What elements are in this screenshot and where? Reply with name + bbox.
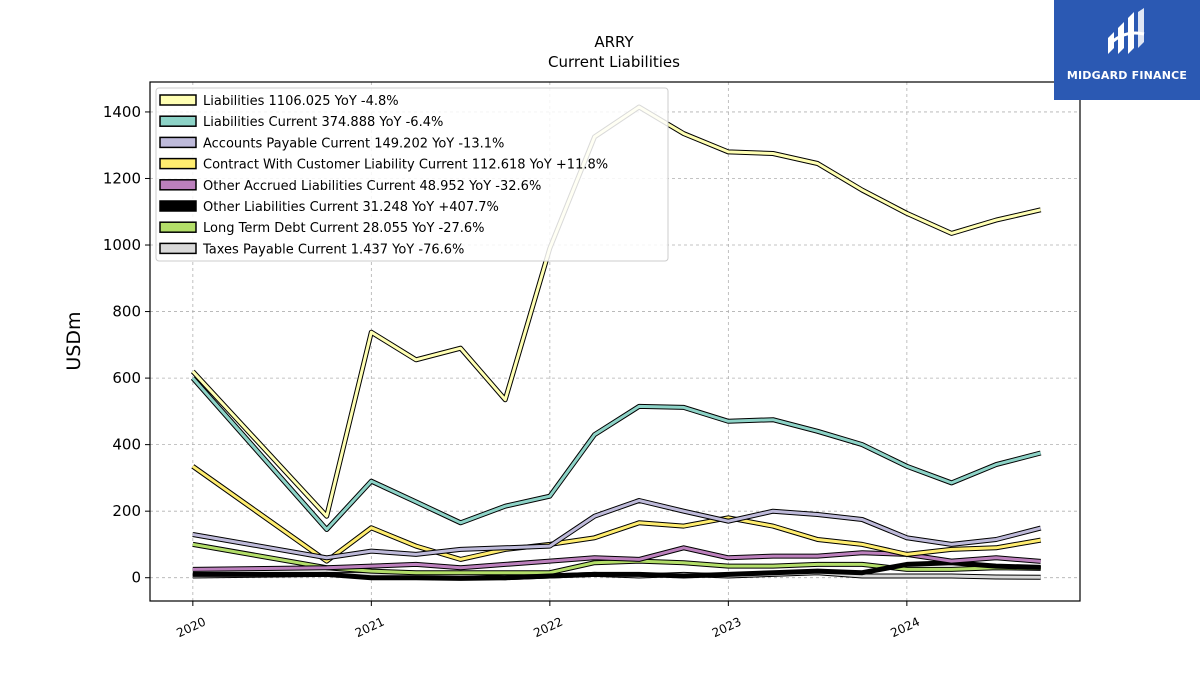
chart-title: ARRY — [594, 33, 634, 51]
x-tick-label: 2020 — [174, 615, 208, 641]
series-group — [190, 104, 1042, 581]
y-tick-label: 1000 — [103, 236, 141, 254]
legend-swatch — [159, 136, 197, 149]
legend-label: Liabilities Current 374.888 YoY -6.4% — [203, 115, 443, 130]
legend-swatch — [159, 115, 197, 127]
x-tick-label: 2023 — [710, 615, 744, 641]
plot-frame — [149, 81, 1081, 602]
legend-label: Accounts Payable Current 149.202 YoY -13… — [203, 136, 504, 151]
legend: Liabilities 1106.025 YoY -4.8% Liabilitie… — [155, 87, 669, 262]
legend-label: Other Accrued Liabilities Current 48.952… — [203, 179, 541, 194]
legend-swatch — [159, 179, 197, 191]
series-line — [192, 560, 1041, 581]
series-stroke — [192, 542, 1041, 575]
legend-swatch — [159, 242, 197, 255]
y-tick-label: 1400 — [103, 103, 141, 121]
legend-swatch — [159, 200, 197, 212]
series-stroke — [191, 465, 1041, 563]
legend-label: Liabilities 1106.025 YoY -4.8% — [203, 94, 399, 109]
y-tick-label: 1200 — [103, 169, 141, 187]
y-tick-label: 600 — [112, 369, 141, 387]
series-line — [192, 541, 1041, 576]
series-line — [190, 376, 1042, 532]
series-outline — [191, 464, 1042, 564]
x-axis: 2020 2021 2022 2023 2024 — [174, 601, 922, 640]
x-tick-label: 2022 — [531, 615, 565, 641]
series-line — [191, 464, 1042, 564]
series-stroke — [192, 561, 1041, 580]
series-stroke — [191, 377, 1042, 531]
legend-label: Long Term Debt Current 28.055 YoY -27.6% — [203, 221, 485, 236]
series-line — [192, 498, 1042, 561]
legend-label: Other Liabilities Current 31.248 YoY +40… — [203, 200, 499, 215]
x-tick-label: 2024 — [888, 615, 922, 641]
y-tick-label: 400 — [112, 436, 141, 454]
legend-box — [155, 87, 669, 262]
y-tick-label: 200 — [112, 502, 141, 520]
series-stroke — [192, 499, 1042, 560]
legend-swatch — [159, 221, 197, 233]
chart-subtitle: Current Liabilities — [548, 53, 680, 71]
y-axis-label: USDm — [63, 311, 85, 370]
legend-label: Taxes Payable Current 1.437 YoY -76.6% — [202, 242, 464, 257]
y-tick-label: 0 — [131, 569, 141, 587]
legend-swatch — [159, 94, 197, 106]
brand-logo: MIDGARD FINANCE — [1054, 0, 1200, 100]
brand-logo-mark — [1108, 8, 1145, 54]
y-tick-label: 800 — [112, 303, 141, 321]
brand-name: MIDGARD FINANCE — [1066, 69, 1188, 82]
y-axis: 0 200 400 600 800 1000 1200 1400 — [103, 103, 150, 587]
legend-label: Contract With Customer Liability Current… — [203, 158, 608, 173]
legend-swatch — [159, 157, 197, 170]
x-tick-label: 2021 — [353, 615, 387, 641]
